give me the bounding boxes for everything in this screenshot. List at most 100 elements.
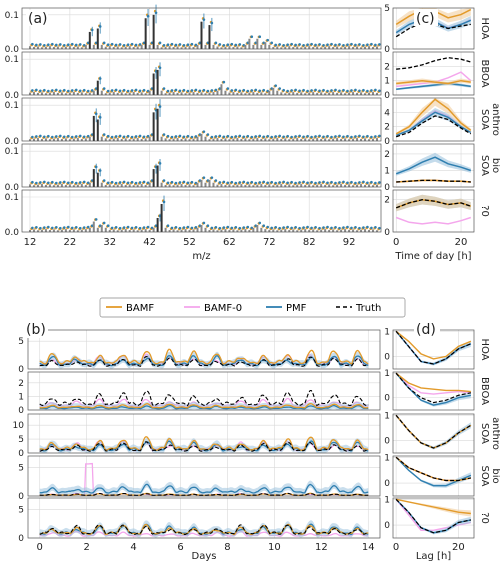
panel-a-bar-0-43 [152,14,155,50]
panel-a-pmf-marker-4-93 [354,226,357,229]
panel-d-line-bamf-0 [395,330,472,360]
panel-a-bar-1-99 [376,92,379,95]
panel-a-pmf-marker-3-69 [258,181,262,184]
panel-a-pmf-marker-0-48 [174,43,178,47]
panel-a-pmf-marker-0-64 [238,43,242,46]
panel-a-bar-2-80 [300,138,303,141]
panel-a-bar-0-85 [320,47,323,49]
panel-d-line-pmf-4 [395,498,472,534]
panel-a-bar-3-51 [184,184,187,187]
panel-a-bar-1-86 [324,93,327,95]
panel-a-pmf-marker-0-98 [374,43,377,47]
panel-a-bar-2-74 [276,138,279,141]
panel-a-pmf-marker-2-18 [55,135,58,138]
panel-a-pmf-marker-1-66 [246,89,250,93]
panel-a-bar-0-60 [220,47,223,49]
panel-a-pmf-marker-2-59 [218,134,222,138]
panel-a-bar-2-98 [372,138,375,141]
panel-a-bar-3-40 [140,184,143,187]
panel-a-pmf-marker-4-82 [310,226,313,230]
panel-d-ytick-1-1: 0 [384,394,390,404]
panel-a-pmf-marker-3-96 [366,181,369,185]
panel-a-bar-0-32 [108,46,111,49]
panel-a-pmf-marker-3-50 [182,180,186,184]
panel-a-bar-4-67 [248,229,251,232]
panel-a-pmf-marker-2-63 [234,135,238,138]
panel-a-bar-0-90 [340,47,343,49]
panel-a-bar-2-77 [288,139,291,141]
panel-a-bar-0-42 [148,44,151,49]
panel-c-frame-3 [392,143,475,188]
panel-a-pmf-marker-0-67 [250,35,254,38]
panel-a-bar-2-87 [328,139,331,141]
panel-a-pmf-marker-0-90 [342,43,345,47]
panel-a-bar-4-78 [292,229,295,232]
panel-a-pmf-marker-4-61 [226,225,230,229]
panel-a-bar-0-93 [352,47,355,49]
panel-a-pmf-marker-1-73 [274,84,278,87]
panel-a-bar-1-58 [212,92,215,95]
panel-a-pmf-marker-4-23 [74,226,78,229]
panel-a-bar-1-88 [332,92,335,95]
panel-a-pmf-marker-2-36 [126,134,130,138]
panel-a-pmf-marker-4-78 [294,226,297,229]
panel-a-pmf-marker-4-32 [110,226,114,230]
frame-layer [21,7,475,539]
panel-a-bar-4-65 [240,229,243,232]
panel-d-ytick-2-0: 1 [384,411,390,421]
panel-a-bar-4-56 [204,227,207,232]
panel-a-bar-4-35 [120,229,123,232]
panel-b-label: (b) [26,322,46,338]
panel-a-bar-1-42 [148,90,151,95]
panel-a-bar-0-72 [268,44,271,49]
panel-a-bar-2-96 [364,138,367,141]
panel-a-bar-3-54 [196,182,199,187]
panel-a-bar-2-73 [272,138,275,141]
panel-a-bar-1-70 [260,92,263,95]
panel-a-bar-2-44 [156,108,159,141]
panel-a-bar-2-38 [132,138,135,141]
panel-a-bar-2-95 [360,138,363,141]
panel-a-bar-0-35 [120,47,123,49]
panel-a-bar-4-60 [220,229,223,232]
panel-a-pmf-marker-3-63 [234,181,238,185]
panel-a-bar-3-89 [336,184,339,187]
panel-a-bar-3-79 [296,184,299,187]
panel-a-pmf-marker-1-16 [47,89,50,93]
panel-a-pmf-marker-2-93 [354,135,357,138]
panel-a-bar-3-63 [232,185,235,187]
panel-a-pmf-marker-4-86 [326,225,329,229]
panel-a-pmf-marker-1-46 [166,89,170,93]
panel-a-pmf-marker-3-23 [74,181,78,185]
panel-a-pmf-marker-3-16 [47,181,50,185]
panel-c-line-pmf-3 [395,156,472,175]
panel-a-bar-2-49 [176,138,179,141]
panel-a-bar-2-71 [264,138,267,141]
panel-a-xtick-3: 42 [143,237,156,248]
panel-a-bar-0-79 [296,46,299,49]
panel-a-bar-4-13 [32,229,35,232]
panel-a-bar-3-94 [356,184,359,187]
panel-a-pmf-marker-0-85 [322,43,325,47]
panel-a-bar-1-55 [200,92,203,95]
panel-a-bar-1-38 [132,92,135,95]
panel-c-ytick-1-0: 0 [384,91,390,101]
panel-d-line-bamf-4 [395,498,471,515]
panel-a-pmf-marker-1-91 [346,89,349,93]
panel-d-line-bamf-0-1 [395,372,471,395]
panel-c-label-bg [414,9,438,26]
panel-a-pmf-marker-3-75 [282,180,285,184]
panel-a-bar-4-33 [112,229,115,232]
text-layer: 0.10.00.10.00.10.00.10.00.10.012 22 32 42 52… [5,4,500,561]
panel-a-pmf-marker-4-56 [206,224,210,227]
panel-c-ytick-3-1: 1 [384,166,390,176]
panel-a-pmf-marker-2-92 [350,135,353,139]
panel-a-pmf-marker-1-52 [190,89,194,92]
panel-a-pmf-marker-2-16 [47,134,50,138]
panel-a-pmf-marker-2-81 [306,134,309,138]
panel-a-bar-3-28 [92,169,95,187]
panel-a-bar-1-36 [124,93,127,95]
panel-a-pmf-marker-2-64 [238,134,242,138]
panel-a-bar-1-16 [44,93,47,95]
panel-a-pmf-marker-4-34 [118,226,122,230]
